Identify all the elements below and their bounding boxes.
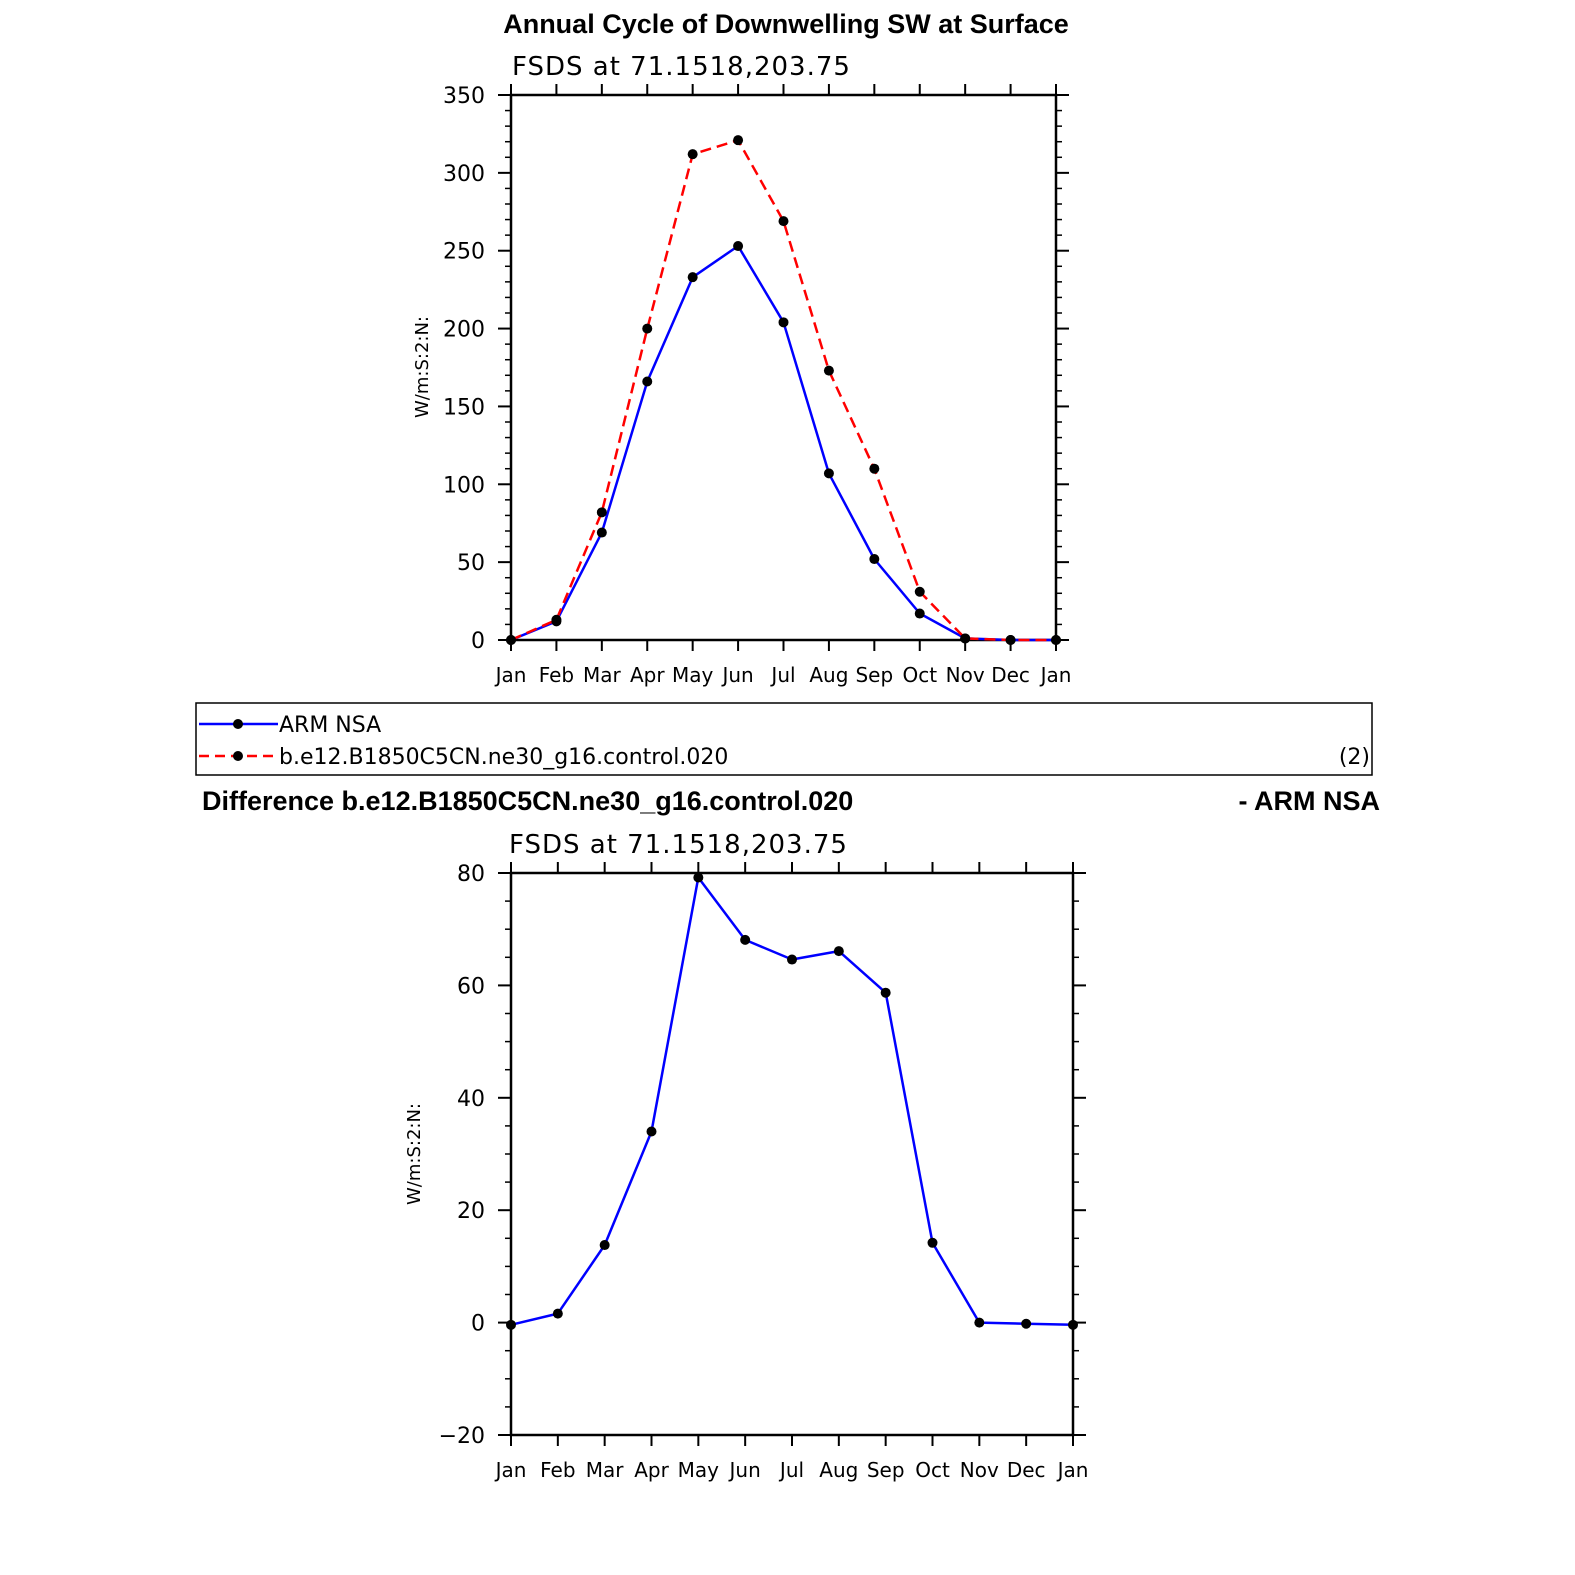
bottom-x-tick-label: Jan: [494, 1458, 527, 1482]
bottom-series-0-point: [833, 946, 844, 957]
bottom-x-tick-label: Jan: [1056, 1458, 1089, 1482]
bottom-y-tick-label: 40: [457, 1087, 485, 1112]
bottom-x-tick-label: Jul: [778, 1458, 804, 1482]
bottom-chart-y-axis-label: W/m:S:2:N:: [404, 1103, 425, 1205]
top-x-tick-label: Sep: [855, 663, 893, 687]
bottom-series-0-point: [1021, 1318, 1032, 1329]
top-series-1-point: [551, 614, 562, 625]
bottom-series-0-point: [506, 1319, 516, 1330]
top-series-1-point: [687, 149, 698, 160]
top-chart-title: Annual Cycle of Downwelling SW at Surfac…: [503, 9, 1069, 39]
top-series-line-1: [510, 138, 1056, 642]
top-y-tick-label: 300: [443, 162, 485, 187]
legend: ARM NSA b.e12.B1850C5CN.ne30_g16.control…: [195, 702, 1373, 776]
top-series-0-point: [687, 272, 698, 283]
top-series-0-point: [778, 317, 789, 328]
bottom-series-0-point: [740, 934, 751, 945]
bottom-y-tick-label: 20: [457, 1199, 485, 1224]
top-y-tick-label: 350: [443, 84, 485, 109]
top-plot-frame: [509, 93, 1058, 642]
top-x-tick-label: Dec: [991, 663, 1030, 687]
top-y-tick-label: 50: [457, 551, 485, 576]
top-chart-y-axis-label: W/m:S:2:N:: [412, 316, 433, 418]
bottom-x-tick-label: Dec: [1007, 1458, 1046, 1482]
top-series-1-point: [1005, 635, 1016, 645]
bottom-series-0-point: [927, 1237, 938, 1248]
top-series-1-point: [1051, 635, 1061, 645]
top-x-tick-label: Feb: [539, 663, 574, 687]
legend-panel-number: (2): [1339, 745, 1370, 770]
bottom-y-tick-label: 0: [471, 1312, 485, 1337]
top-series-1-point: [506, 635, 516, 645]
bottom-chart-title-right: - ARM NSA: [1239, 786, 1381, 816]
top-y-tick-label: 0: [471, 629, 485, 654]
bottom-chart-plot-area: Jan Feb Mar Apr May Jun Jul Aug Sep Oct Nov Dec Jan−…: [439, 862, 1089, 1482]
top-x-tick-label: Aug: [809, 663, 848, 687]
top-series-0-point: [642, 376, 653, 387]
top-x-tick-label: Jan: [1039, 663, 1072, 687]
bottom-chart-subtitle: FSDS at 71.1518,203.75: [509, 830, 848, 860]
bottom-series-line-0: [510, 876, 1074, 1327]
bottom-series-0-point: [974, 1317, 985, 1328]
bottom-series-0-point: [787, 954, 797, 965]
top-series-line-0: [510, 244, 1056, 642]
top-series-1-point: [914, 586, 925, 597]
bottom-series-0-point: [880, 987, 891, 998]
top-series-0-point: [823, 468, 834, 479]
top-chart-plot-area: Jan Feb Mar Apr May Jun Jul Aug Sep Oct Nov Dec Jan 0…: [443, 84, 1071, 687]
bottom-chart-title-left: Difference b.e12.B1850C5CN.ne30_g16.cont…: [202, 786, 853, 816]
top-series-1-point: [733, 135, 744, 146]
bottom-x-tick-label: Apr: [634, 1458, 669, 1482]
top-x-tick-label: May: [672, 663, 714, 687]
bottom-series-0-point: [1068, 1319, 1078, 1330]
top-series-0-point: [869, 554, 880, 565]
top-chart-subtitle: FSDS at 71.1518,203.75: [512, 52, 851, 82]
top-series-1-point: [869, 463, 880, 474]
top-x-tick-label: Jan: [494, 663, 527, 687]
top-series-0-point: [914, 608, 925, 619]
top-series-1-point: [642, 323, 653, 334]
bottom-x-tick-label: Sep: [867, 1458, 905, 1482]
legend-box: [195, 702, 1373, 776]
legend-marker-model: [233, 751, 243, 761]
bottom-chart: Difference b.e12.B1850C5CN.ne30_g16.cont…: [202, 786, 1380, 1482]
top-x-tick-label: Jul: [769, 663, 795, 687]
top-chart: Annual Cycle of Downwelling SW at Surfac…: [412, 9, 1071, 687]
top-x-tick-label: Nov: [946, 663, 985, 687]
bottom-x-tick-label: Aug: [819, 1458, 858, 1482]
bottom-series-0-point: [552, 1308, 563, 1319]
bottom-y-tick-label: 80: [457, 862, 485, 887]
top-series-1-point: [778, 216, 789, 227]
top-y-tick-label: 150: [443, 395, 485, 420]
top-y-tick-label: 200: [443, 318, 485, 343]
bottom-series-0-point: [599, 1240, 610, 1251]
legend-label-model: b.e12.B1850C5CN.ne30_g16.control.020: [279, 745, 728, 770]
bottom-x-tick-label: Feb: [540, 1458, 575, 1482]
bottom-y-tick-label: −20: [439, 1424, 485, 1449]
top-x-tick-label: Oct: [902, 663, 937, 687]
top-series-1-point: [960, 633, 971, 644]
bottom-series-0-point: [693, 872, 704, 883]
top-series-0-point: [733, 241, 744, 252]
bottom-x-tick-label: Mar: [586, 1458, 625, 1482]
top-series-1-point: [823, 365, 834, 376]
top-y-tick-label: 100: [443, 473, 485, 498]
top-series-0-point: [596, 527, 607, 538]
top-x-tick-label: Apr: [630, 663, 665, 687]
top-x-tick-label: Mar: [583, 663, 622, 687]
top-x-tick-label: Jun: [720, 663, 753, 687]
bottom-x-tick-label: Jun: [728, 1458, 761, 1482]
bottom-x-tick-label: Oct: [915, 1458, 950, 1482]
bottom-x-tick-label: May: [678, 1458, 720, 1482]
legend-marker-arm-nsa: [233, 719, 243, 729]
bottom-y-tick-label: 60: [457, 974, 485, 999]
legend-label-arm-nsa: ARM NSA: [279, 713, 381, 738]
top-y-tick-label: 250: [443, 240, 485, 265]
top-series-1-point: [596, 507, 607, 518]
bottom-series-0-point: [646, 1126, 657, 1137]
bottom-x-tick-label: Nov: [960, 1458, 999, 1482]
